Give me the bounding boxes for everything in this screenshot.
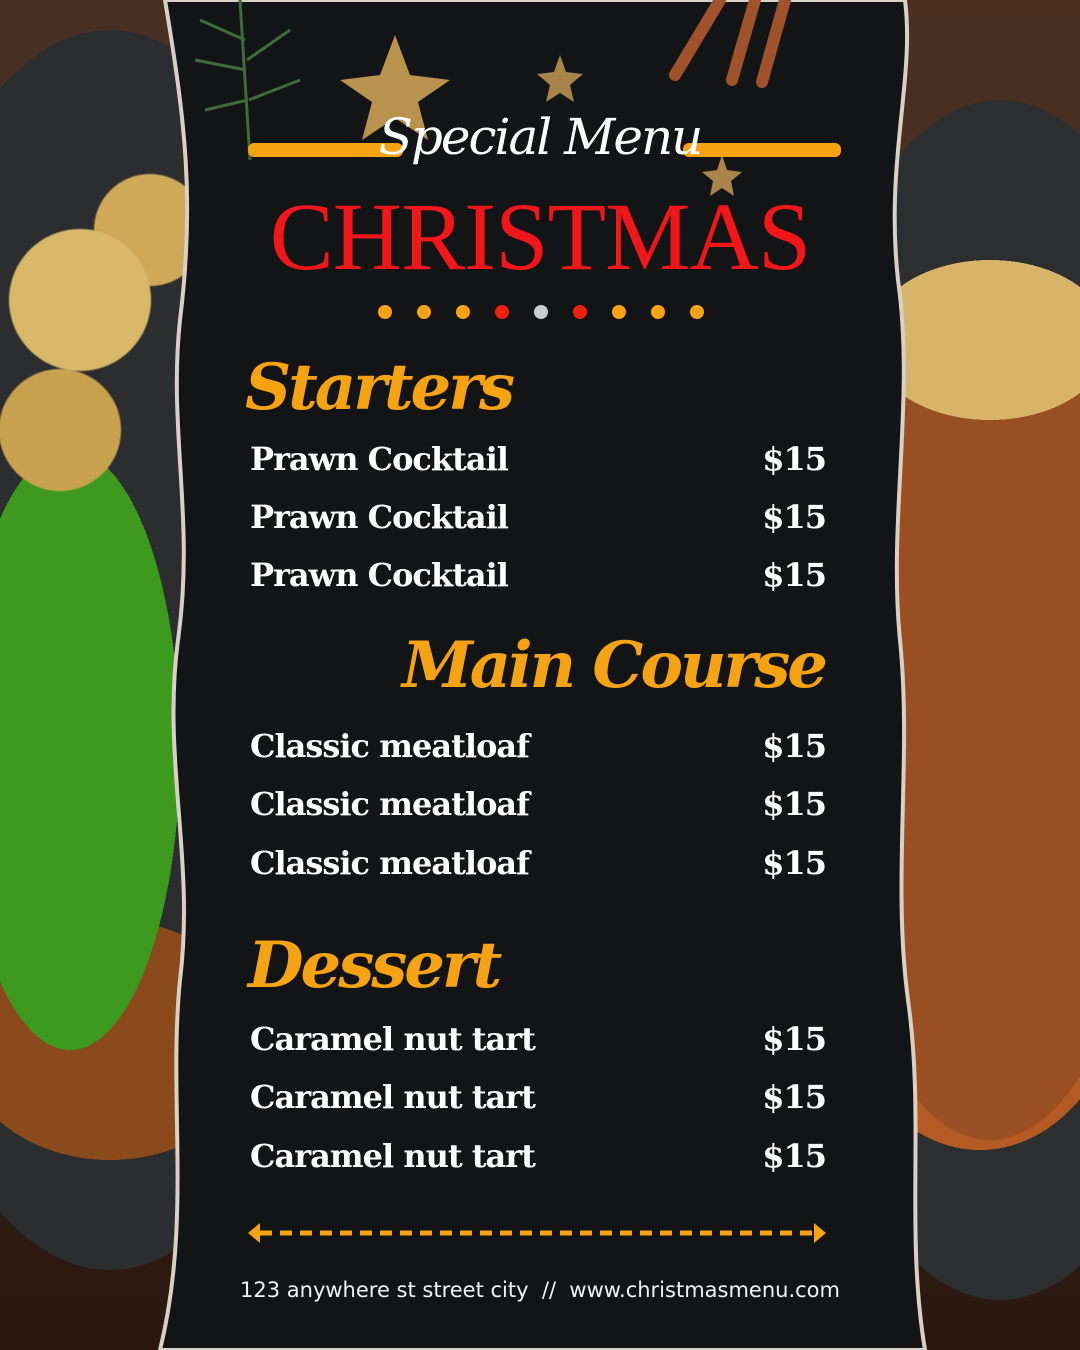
item-price: $15: [762, 785, 827, 823]
pine-branch-icon: [194, 0, 301, 161]
item-price: $15: [762, 1078, 827, 1116]
menu-item: Caramel nut tart $15: [250, 1020, 827, 1058]
cinnamon-sticks-icon: [669, 0, 791, 88]
menu-item: Prawn Cocktail $15: [250, 440, 827, 478]
section-title-main-course: Main Course: [401, 628, 828, 703]
dot: [495, 305, 509, 319]
separator: //: [541, 1278, 557, 1302]
dot: [534, 305, 548, 319]
footer: 123 anywhere st street city // www.chris…: [0, 1278, 1080, 1302]
address: 123 anywhere st street city: [240, 1278, 529, 1302]
menu-item: Prawn Cocktail $15: [250, 498, 827, 536]
dot-divider: [378, 305, 704, 319]
menu-item: Classic meatloaf $15: [250, 844, 827, 882]
website-link[interactable]: www.christmasmenu.com: [569, 1278, 840, 1302]
item-name: Classic meatloaf: [250, 785, 530, 823]
menu-item: Classic meatloaf $15: [250, 727, 827, 765]
item-price: $15: [762, 1137, 827, 1175]
subtitle: Special Menu: [378, 108, 704, 166]
item-name: Caramel nut tart: [250, 1137, 536, 1175]
item-price: $15: [762, 556, 827, 594]
item-name: Classic meatloaf: [250, 844, 530, 882]
item-name: Prawn Cocktail: [250, 556, 509, 594]
menu-item: Caramel nut tart $15: [250, 1137, 827, 1175]
item-name: Caramel nut tart: [250, 1078, 536, 1116]
dot: [456, 305, 470, 319]
double-arrow-divider-icon: [248, 1223, 826, 1243]
item-name: Prawn Cocktail: [250, 498, 509, 536]
dot: [651, 305, 665, 319]
dot: [417, 305, 431, 319]
section-title-starters: Starters: [245, 350, 515, 425]
dot: [612, 305, 626, 319]
star-decoration-icon: [340, 35, 742, 196]
item-price: $15: [762, 727, 827, 765]
section-title-dessert: Dessert: [248, 928, 502, 1003]
dot: [573, 305, 587, 319]
accent-stroke-right: [683, 143, 841, 157]
item-price: $15: [762, 844, 827, 882]
item-name: Classic meatloaf: [250, 727, 530, 765]
item-name: Prawn Cocktail: [250, 440, 509, 478]
page-title: CHRISTMAS: [269, 183, 811, 290]
item-name: Caramel nut tart: [250, 1020, 536, 1058]
item-price: $15: [762, 440, 827, 478]
menu-item: Caramel nut tart $15: [250, 1078, 827, 1116]
menu-item: Classic meatloaf $15: [250, 785, 827, 823]
dot: [690, 305, 704, 319]
accent-stroke-left: [248, 143, 403, 157]
item-price: $15: [762, 1020, 827, 1058]
menu-item: Prawn Cocktail $15: [250, 556, 827, 594]
dot: [378, 305, 392, 319]
item-price: $15: [762, 498, 827, 536]
